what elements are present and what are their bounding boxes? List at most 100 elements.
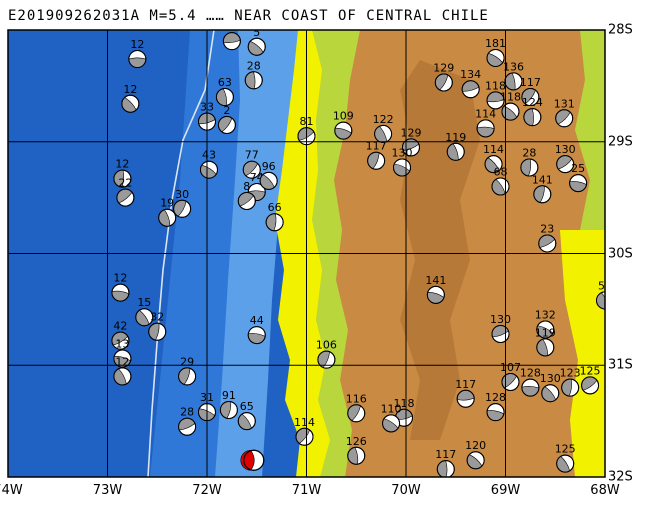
focal-mechanism[interactable] xyxy=(491,324,510,343)
focal-mechanism[interactable] xyxy=(581,376,600,395)
focal-mechanism[interactable] xyxy=(217,115,236,134)
focal-mechanism[interactable] xyxy=(556,155,575,174)
event-depth-label: 130 xyxy=(540,372,561,385)
event-depth-label: 32 xyxy=(150,311,164,324)
focal-mechanism[interactable] xyxy=(382,414,401,433)
focal-mechanism[interactable] xyxy=(148,322,167,341)
event-depth-label: 141 xyxy=(532,173,553,186)
event-depth-label: 28 xyxy=(522,146,536,159)
focal-mechanism[interactable] xyxy=(222,32,241,51)
event-depth-label: 12 xyxy=(123,83,137,96)
focal-mechanism[interactable] xyxy=(113,169,132,188)
focal-mechanism[interactable] xyxy=(347,446,366,465)
x-tick-label: 72W xyxy=(192,483,222,498)
event-depth-label: 28 xyxy=(180,406,194,419)
focal-mechanism[interactable] xyxy=(436,460,455,478)
focal-mechanism[interactable] xyxy=(501,102,520,121)
event-depth-label: 116 xyxy=(346,392,367,405)
focal-mechanism[interactable] xyxy=(237,191,256,210)
event-depth-label: 5 xyxy=(253,26,260,39)
focal-mechanism[interactable] xyxy=(466,451,485,470)
focal-mechanism[interactable] xyxy=(317,350,336,369)
focal-mechanism[interactable] xyxy=(521,88,540,107)
focal-mechanism[interactable] xyxy=(446,142,465,161)
focal-mechanism[interactable] xyxy=(596,291,614,310)
focal-mechanism[interactable] xyxy=(538,234,557,253)
x-tick-label: 71W xyxy=(291,483,322,498)
focal-mechanism[interactable] xyxy=(491,177,510,196)
focal-mechanism[interactable] xyxy=(536,320,555,339)
event-depth-label: 125 xyxy=(555,443,576,456)
focal-mechanism[interactable] xyxy=(484,155,503,174)
focal-mechanism[interactable] xyxy=(486,48,505,67)
event-depth-label: 114 xyxy=(294,416,315,429)
focal-mechanism[interactable] xyxy=(215,88,234,107)
focal-mechanism[interactable] xyxy=(247,326,266,345)
y-tick-label: 30S xyxy=(608,246,633,261)
focal-mechanism[interactable] xyxy=(461,80,480,99)
y-tick-label: 32S xyxy=(608,469,633,485)
focal-mechanism[interactable] xyxy=(237,412,256,431)
event-depth-label: 65 xyxy=(240,400,254,413)
event-depth-label: 117 xyxy=(435,448,456,461)
focal-mechanism[interactable] xyxy=(199,160,218,179)
focal-mechanism[interactable] xyxy=(536,338,555,357)
focal-mechanism[interactable] xyxy=(520,158,539,177)
main-event-mechanism[interactable] xyxy=(240,449,265,471)
focal-mechanism[interactable] xyxy=(158,208,177,227)
x-tick-label: 74W xyxy=(0,483,23,498)
focal-mechanism[interactable] xyxy=(393,158,412,177)
focal-mechanism[interactable] xyxy=(111,331,130,350)
focal-mechanism[interactable] xyxy=(486,403,505,422)
focal-mechanism[interactable] xyxy=(111,283,130,302)
focal-mechanism[interactable] xyxy=(569,174,588,193)
focal-mechanism[interactable] xyxy=(244,71,263,90)
focal-mechanism[interactable] xyxy=(178,367,197,386)
focal-mechanism[interactable] xyxy=(504,72,523,91)
event-depth-label: 129 xyxy=(400,126,421,139)
focal-mechanism[interactable] xyxy=(556,454,575,473)
event-depth-label: 117 xyxy=(520,76,541,89)
focal-mechanism[interactable] xyxy=(501,373,520,392)
focal-mechanism[interactable] xyxy=(426,285,445,304)
focal-mechanism[interactable] xyxy=(113,349,132,368)
focal-mechanism[interactable] xyxy=(135,308,154,327)
focal-mechanism[interactable] xyxy=(242,160,261,179)
focal-mechanism[interactable] xyxy=(374,124,393,143)
focal-mechanism[interactable] xyxy=(259,171,278,190)
event-depth-label: 15 xyxy=(225,20,239,33)
focal-mechanism[interactable] xyxy=(347,404,366,423)
focal-mechanism[interactable] xyxy=(555,109,574,128)
focal-mechanism[interactable] xyxy=(247,37,266,56)
event-depth-label: 125 xyxy=(580,364,601,377)
focal-mechanism[interactable] xyxy=(476,119,495,138)
event-depth-label: 128 xyxy=(520,367,541,380)
focal-mechanism[interactable] xyxy=(178,417,197,436)
focal-mechanism[interactable] xyxy=(113,367,132,386)
focal-mechanism[interactable] xyxy=(367,151,386,170)
focal-mechanism[interactable] xyxy=(265,213,284,232)
focal-mechanism[interactable] xyxy=(128,50,147,69)
focal-mechanism[interactable] xyxy=(434,73,453,92)
focal-mechanism[interactable] xyxy=(334,121,353,140)
focal-mechanism[interactable] xyxy=(173,199,192,218)
focal-mechanism[interactable] xyxy=(521,378,540,397)
focal-mechanism[interactable] xyxy=(219,400,238,419)
focal-mechanism[interactable] xyxy=(295,427,314,446)
focal-mechanism[interactable] xyxy=(116,188,135,207)
event-depth-label: 114 xyxy=(483,143,504,156)
event-depth-label: 77 xyxy=(245,149,259,162)
focal-mechanism[interactable] xyxy=(121,94,140,113)
focal-mechanism[interactable] xyxy=(541,384,560,403)
focal-mechanism[interactable] xyxy=(561,378,580,397)
event-depth-label: 107 xyxy=(500,361,521,374)
focal-mechanism[interactable] xyxy=(523,108,542,127)
map-title: E201909262031A M=5.4 …… NEAR COAST OF CE… xyxy=(8,8,489,24)
y-tick-label: 29S xyxy=(608,134,633,150)
map-frame xyxy=(7,29,606,478)
focal-mechanism[interactable] xyxy=(456,389,475,408)
focal-mechanism[interactable] xyxy=(533,185,552,204)
focal-mechanism[interactable] xyxy=(486,91,505,110)
event-depth-label: 119 xyxy=(535,326,556,339)
